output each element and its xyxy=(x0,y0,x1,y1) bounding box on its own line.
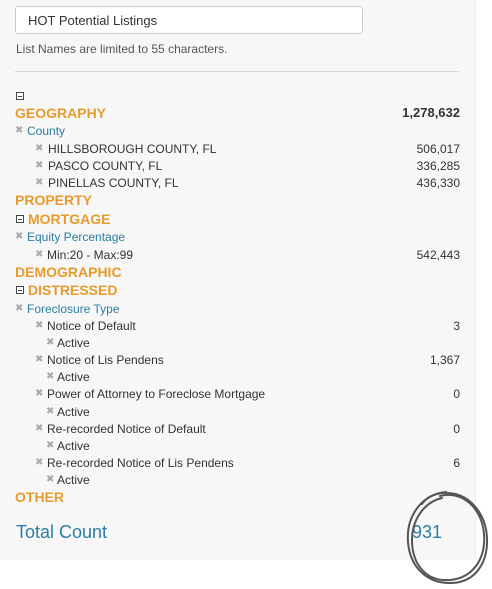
item-label: PASCO COUNTY, FL xyxy=(48,159,163,173)
total-count-value: 931 xyxy=(411,522,442,542)
item-count: 3 xyxy=(453,319,460,333)
filter-label: County xyxy=(27,124,66,138)
close-icon[interactable]: ✖ xyxy=(15,125,24,136)
section-geography: GEOGRAPHY xyxy=(15,105,107,121)
list-sub-item: ✖ Active xyxy=(0,437,475,455)
close-icon[interactable]: ✖ xyxy=(35,143,44,154)
list-item: ✖ Re-recorded Notice of Lis Pendens 6 xyxy=(0,454,475,472)
item-label: Notice of Lis Pendens xyxy=(47,353,164,367)
close-icon[interactable]: ✖ xyxy=(35,354,44,365)
item-count: 1,367 xyxy=(429,353,460,367)
close-icon[interactable]: ✖ xyxy=(46,474,55,485)
item-count: 436,330 xyxy=(416,176,460,190)
item-label: Power of Attorney to Foreclose Mortgage xyxy=(47,387,266,401)
item-label: HILLSBOROUGH COUNTY, FL xyxy=(48,142,217,156)
list-name-hint: List Names are limited to 55 characters. xyxy=(16,42,228,56)
filter-county: ✖ County xyxy=(0,122,475,140)
close-icon[interactable]: ✖ xyxy=(15,303,24,314)
list-sub-item: ✖ Active xyxy=(0,334,475,352)
close-icon[interactable]: ✖ xyxy=(35,160,44,171)
close-icon[interactable]: ✖ xyxy=(35,423,44,434)
close-icon[interactable]: ✖ xyxy=(15,231,24,242)
item-sub-label: Active xyxy=(57,336,90,350)
list-item: ✖ Notice of Default 3 xyxy=(0,317,475,335)
list-sub-item: ✖ Active xyxy=(0,471,475,489)
list-item: ✖ Min:20 - Max:99 542,443 xyxy=(0,246,475,264)
close-icon[interactable]: ✖ xyxy=(35,388,44,399)
list-item: ✖ PASCO COUNTY, FL 336,285 xyxy=(0,157,475,175)
close-icon[interactable]: ✖ xyxy=(35,249,44,260)
list-item: ✖ Re-recorded Notice of Default 0 xyxy=(0,420,475,438)
section-mortgage: MORTGAGE xyxy=(28,211,111,227)
collapse-all-icon[interactable] xyxy=(16,92,24,100)
list-sub-item: ✖ Active xyxy=(0,368,475,386)
section-distressed: DISTRESSED xyxy=(28,282,118,298)
item-label: Re-recorded Notice of Default xyxy=(47,422,206,436)
item-label: Min:20 - Max:99 xyxy=(47,248,134,262)
item-label: Notice of Default xyxy=(47,319,136,333)
close-icon[interactable]: ✖ xyxy=(35,177,44,188)
filter-equity: ✖ Equity Percentage xyxy=(0,228,475,246)
close-icon[interactable]: ✖ xyxy=(46,406,55,417)
list-sub-item: ✖ Active xyxy=(0,403,475,421)
total-count-label: Total Count xyxy=(16,522,108,542)
item-sub-label: Active xyxy=(57,405,90,419)
close-icon[interactable]: ✖ xyxy=(46,371,55,382)
section-other: OTHER xyxy=(15,489,64,505)
list-item: ✖ Power of Attorney to Foreclose Mortgag… xyxy=(0,385,475,403)
list-item: ✖ PINELLAS COUNTY, FL 436,330 xyxy=(0,174,475,192)
item-sub-label: Active xyxy=(57,370,90,384)
item-count: 0 xyxy=(453,387,460,401)
item-count: 506,017 xyxy=(416,142,460,156)
filter-label: Equity Percentage xyxy=(27,230,126,244)
section-property: PROPERTY xyxy=(15,192,93,208)
minus-box-icon[interactable] xyxy=(16,215,24,223)
item-sub-label: Active xyxy=(57,473,90,487)
geography-total: 1,278,632 xyxy=(402,105,460,120)
list-item: ✖ Notice of Lis Pendens 1,367 xyxy=(0,351,475,369)
criteria-panel: List Names are limited to 55 characters.… xyxy=(0,6,475,542)
filter-foreclosure-type: ✖ Foreclosure Type xyxy=(0,300,475,318)
item-sub-label: Active xyxy=(57,439,90,453)
item-count: 0 xyxy=(453,422,460,436)
list-item: ✖ HILLSBOROUGH COUNTY, FL 506,017 xyxy=(0,140,475,158)
close-icon[interactable]: ✖ xyxy=(46,440,55,451)
item-count: 542,443 xyxy=(416,248,460,262)
item-label: PINELLAS COUNTY, FL xyxy=(48,176,179,190)
hand-drawn-circle-annotation xyxy=(406,491,489,585)
close-icon[interactable]: ✖ xyxy=(35,457,44,468)
minus-box-icon[interactable] xyxy=(16,286,24,294)
filter-label: Foreclosure Type xyxy=(27,302,120,316)
list-name-input[interactable] xyxy=(15,6,363,34)
divider xyxy=(15,71,459,72)
item-count: 336,285 xyxy=(416,159,460,173)
close-icon[interactable]: ✖ xyxy=(46,337,55,348)
close-icon[interactable]: ✖ xyxy=(35,320,44,331)
item-label: Re-recorded Notice of Lis Pendens xyxy=(47,456,234,470)
item-count: 6 xyxy=(453,456,460,470)
section-demographic: DEMOGRAPHIC xyxy=(15,264,122,280)
